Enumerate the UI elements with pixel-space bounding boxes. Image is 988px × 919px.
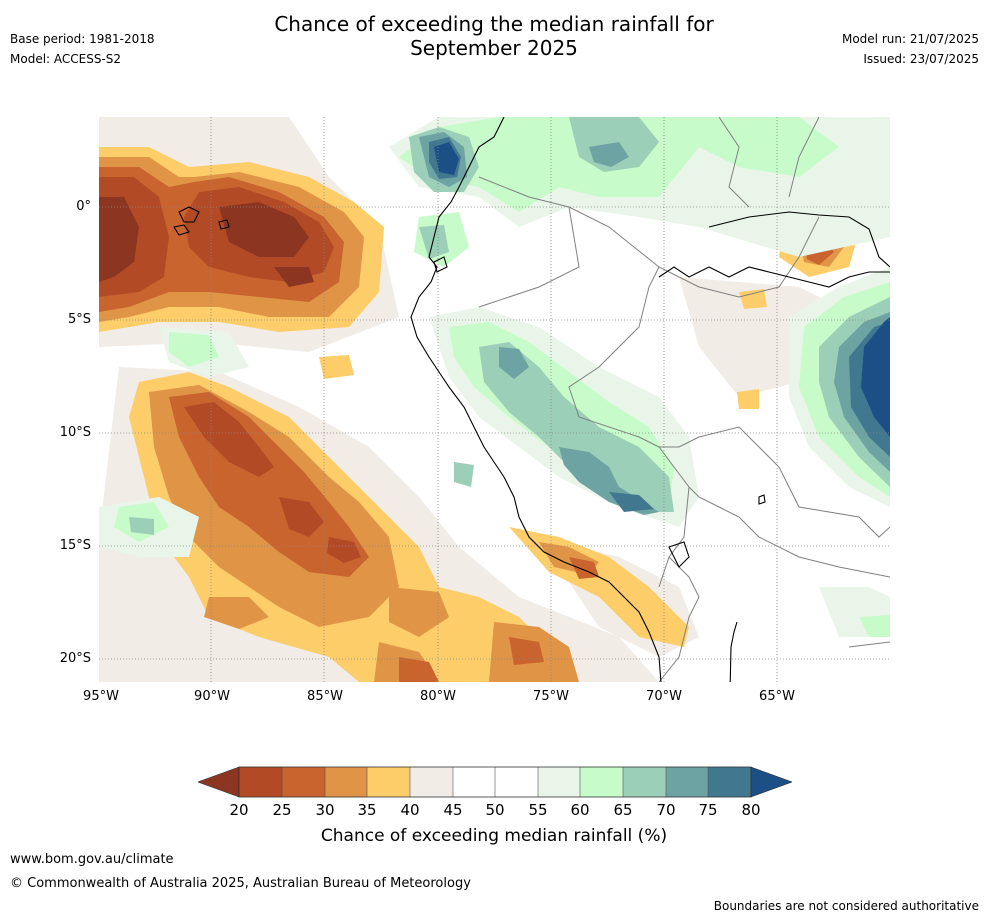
dark-blue-zones xyxy=(434,142,890,437)
lon-label-90w: 90°W xyxy=(194,689,230,704)
lat-label-10s: 10°S xyxy=(59,425,91,440)
rainfall-map[interactable] xyxy=(99,117,890,682)
graticule xyxy=(99,117,890,682)
lon-label-75w: 75°W xyxy=(533,689,569,704)
colorbar-bin-60-65 xyxy=(580,767,623,797)
footer-disclaimer: Boundaries are not considered authoritat… xyxy=(713,899,979,913)
colorbar-bin-20-25 xyxy=(239,767,282,797)
base-period: Base period: 1981-2018 xyxy=(10,32,155,46)
colorbar-tick-30: 30 xyxy=(315,801,335,819)
colorbar-tick-60: 60 xyxy=(570,801,590,819)
lat-label-15s: 15°S xyxy=(59,538,91,553)
footer-url[interactable]: www.bom.gov.au/climate xyxy=(10,852,174,867)
colorbar xyxy=(197,766,793,798)
colorbar-tick-40: 40 xyxy=(400,801,420,819)
colorbar-tick-75: 75 xyxy=(698,801,718,819)
colorbar-tick-55: 55 xyxy=(528,801,548,819)
colorbar-tick-70: 70 xyxy=(656,801,676,819)
colorbar-below-arrow xyxy=(197,766,240,798)
lon-label-80w: 80°W xyxy=(420,689,456,704)
lon-label-85w: 85°W xyxy=(307,689,343,704)
map-canvas xyxy=(99,117,890,682)
lon-label-65w: 65°W xyxy=(759,689,795,704)
colorbar-tick-50: 50 xyxy=(485,801,505,819)
colorbar-bin-70-75 xyxy=(666,767,708,797)
colorbar-tick-20: 20 xyxy=(229,801,249,819)
lat-label-5s: 5°S xyxy=(67,312,91,327)
lon-label-95w: 95°W xyxy=(83,689,119,704)
country-borders xyxy=(478,117,890,682)
colorbar-tick-35: 35 xyxy=(357,801,377,819)
colorbar-tick-25: 25 xyxy=(272,801,292,819)
dark-brown-zones xyxy=(99,197,314,287)
colorbar-bin-30-35 xyxy=(325,767,367,797)
meta-right: Model run: 21/07/2025 Issued: 23/07/2025 xyxy=(842,29,979,69)
colorbar-bin-45-50 xyxy=(453,767,495,797)
colorbar-dividers xyxy=(281,767,709,797)
title-line-1: Chance of exceeding the median rainfall … xyxy=(274,12,714,36)
colorbar-outline xyxy=(238,766,752,798)
colorbar-tick-65: 65 xyxy=(613,801,633,819)
lat-label-20s: 20°S xyxy=(59,651,91,666)
colorbar-bin-50-55 xyxy=(495,767,538,797)
lon-label-70w: 70°W xyxy=(646,689,682,704)
map-title: Chance of exceeding the median rainfall … xyxy=(0,12,988,60)
colorbar-tick-80: 80 xyxy=(741,801,761,819)
colorbar-bin-35-40 xyxy=(367,767,410,797)
colorbar-graphic xyxy=(197,766,793,798)
meta-left: Base period: 1981-2018 Model: ACCESS-S2 xyxy=(10,29,155,69)
colorbar-label: Chance of exceeding median rainfall (%) xyxy=(320,826,668,846)
colorbar-bin-40-45 xyxy=(410,767,453,797)
colorbar-tick-45: 45 xyxy=(443,801,463,819)
lat-label-0: 0° xyxy=(76,199,91,214)
footer-copyright: © Commonwealth of Australia 2025, Austra… xyxy=(10,876,471,891)
model-run: Model run: 21/07/2025 xyxy=(841,32,979,46)
colorbar-above-arrow xyxy=(750,766,793,798)
colorbar-bin-65-70 xyxy=(623,767,666,797)
coastline xyxy=(173,117,890,682)
issued-date: Issued: 23/07/2025 xyxy=(863,52,979,66)
colorbar-bin-55-60 xyxy=(538,767,580,797)
title-line-2: September 2025 xyxy=(410,36,578,60)
model-name: Model: ACCESS-S2 xyxy=(10,52,122,66)
colorbar-bin-25-30 xyxy=(282,767,325,797)
colorbar-bin-75-80 xyxy=(708,767,751,797)
